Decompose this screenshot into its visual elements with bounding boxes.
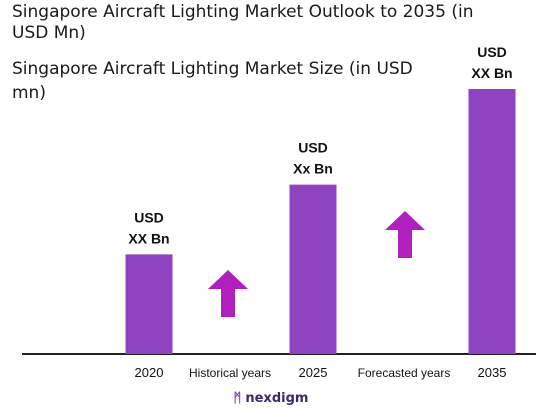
data-label-2025-line-1: USD [298, 140, 328, 156]
annotation-label-1: Historical years [189, 366, 271, 380]
up-arrow-icon-1 [208, 270, 248, 317]
nexdigm-logo-icon: ᛗ [233, 391, 242, 406]
x-tick-label-2025: 2025 [299, 365, 328, 380]
bar-chart: USD XX Bn 2020 USD Xx Bn 2025 USD XX Bn 2035 Hist… [22, 44, 536, 380]
nexdigm-logo: ᛗ nexdigm [0, 391, 542, 406]
x-tick-label-2020: 2020 [135, 365, 164, 380]
chart-subtitle: Singapore Aircraft Lighting Market Size … [12, 59, 413, 103]
brand-name: nexdigm [245, 391, 309, 406]
data-label-2020-line-1: USD [134, 209, 164, 225]
data-label-2025-line-2: Xx Bn [293, 161, 333, 177]
annotation-label-2: Forecasted years [358, 366, 451, 380]
x-tick-label-2035: 2035 [478, 365, 507, 380]
bar-2020 [125, 254, 173, 354]
data-label-2020-line-2: XX Bn [128, 230, 169, 246]
bar-2035 [468, 89, 516, 354]
bar-2025 [289, 184, 337, 354]
up-arrow-icon-2 [385, 211, 425, 258]
data-label-2035-line-1: USD [477, 44, 507, 60]
chart-title: Singapore Aircraft Lighting Market Outlo… [12, 2, 474, 43]
data-label-2035-line-2: XX Bn [471, 65, 512, 81]
